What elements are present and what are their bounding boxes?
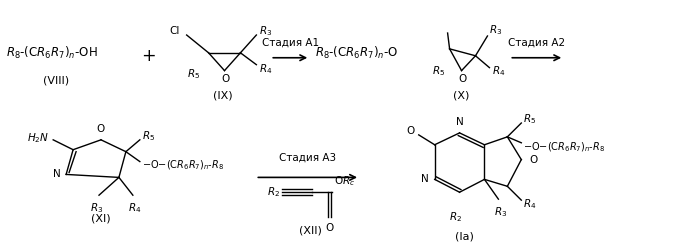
Text: Стадия A2: Стадия A2 — [507, 38, 565, 48]
Text: $R_4$: $R_4$ — [128, 201, 142, 215]
Text: N: N — [456, 117, 463, 127]
Text: $R_4$: $R_4$ — [492, 64, 506, 78]
Text: $R_2$: $R_2$ — [449, 210, 462, 224]
Text: (XI): (XI) — [91, 214, 111, 224]
Text: (IX): (IX) — [213, 90, 232, 100]
Text: (XII): (XII) — [299, 226, 322, 236]
Text: O: O — [459, 73, 467, 84]
Text: $R_5$: $R_5$ — [433, 64, 445, 78]
Text: $R_4$: $R_4$ — [260, 62, 273, 76]
Text: O: O — [97, 124, 105, 134]
Text: O: O — [406, 126, 415, 136]
Text: Cl: Cl — [170, 26, 179, 36]
Text: (X): (X) — [454, 90, 470, 100]
Text: (VIII): (VIII) — [43, 75, 69, 86]
Text: $R_5$: $R_5$ — [524, 112, 537, 126]
Text: O: O — [221, 73, 230, 84]
Text: $H_2N$: $H_2N$ — [27, 131, 49, 145]
Text: O: O — [325, 223, 333, 233]
Text: $R_8$-(C$R_6R_7$)$_n$-OH: $R_8$-(C$R_6R_7$)$_n$-OH — [6, 45, 98, 61]
Text: $R_3$: $R_3$ — [493, 205, 507, 219]
Text: $R_5$: $R_5$ — [188, 68, 200, 81]
Text: $R_4$: $R_4$ — [524, 197, 537, 211]
Text: O: O — [529, 155, 537, 165]
Text: N: N — [421, 174, 429, 184]
Text: $R_3$: $R_3$ — [260, 24, 273, 38]
Text: $-$O$-$(C$R_6R_7$)$_n$-$R_8$: $-$O$-$(C$R_6R_7$)$_n$-$R_8$ — [524, 140, 605, 154]
Text: $R_3$: $R_3$ — [90, 201, 103, 215]
Text: $R_5$: $R_5$ — [142, 129, 155, 143]
Text: $R_3$: $R_3$ — [489, 23, 503, 37]
Text: $R_2$: $R_2$ — [267, 185, 281, 199]
Text: Стадия A3: Стадия A3 — [279, 153, 336, 163]
Text: +: + — [142, 47, 156, 65]
Text: N: N — [54, 169, 61, 180]
Text: Стадия A1: Стадия A1 — [262, 38, 319, 48]
Text: O$R_c$: O$R_c$ — [334, 174, 355, 188]
Text: $-$O$-$(C$R_6R_7$)$_n$-$R_8$: $-$O$-$(C$R_6R_7$)$_n$-$R_8$ — [142, 159, 224, 172]
Text: $R_8$-(C$R_6R_7$)$_n$-O: $R_8$-(C$R_6R_7$)$_n$-O — [315, 45, 399, 61]
Text: (Ia): (Ia) — [455, 232, 474, 242]
